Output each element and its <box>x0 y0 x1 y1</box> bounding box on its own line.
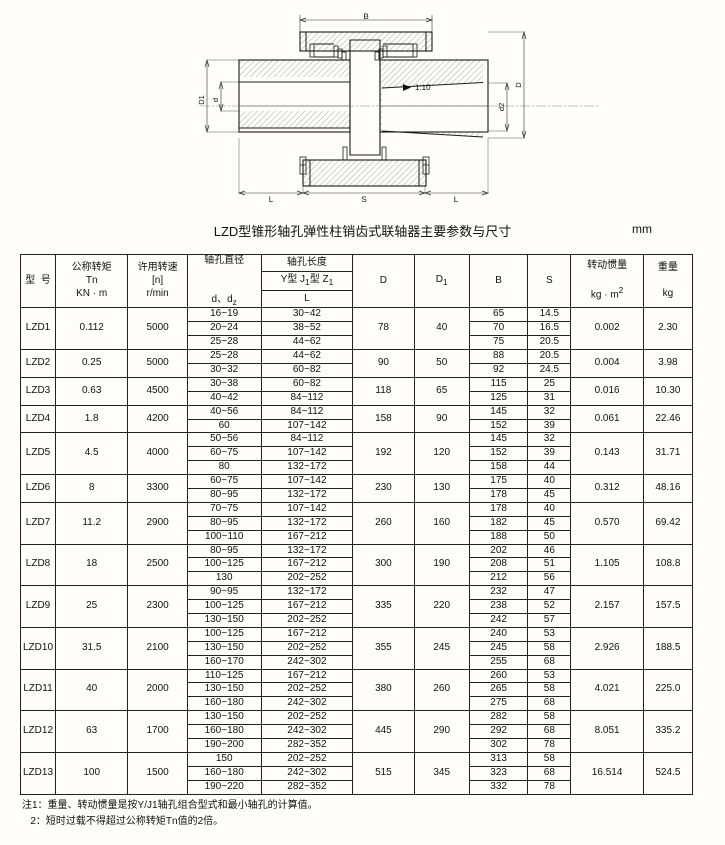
svg-text:L: L <box>454 195 459 204</box>
svg-text:D1: D1 <box>197 95 206 105</box>
svg-text:S: S <box>361 195 366 204</box>
svg-text:L: L <box>269 195 274 204</box>
svg-text:B: B <box>363 12 368 21</box>
svg-text:1:10: 1:10 <box>415 83 431 92</box>
svg-text:d2: d2 <box>497 103 506 111</box>
svg-text:d: d <box>211 98 220 102</box>
svg-text:D: D <box>514 82 523 88</box>
